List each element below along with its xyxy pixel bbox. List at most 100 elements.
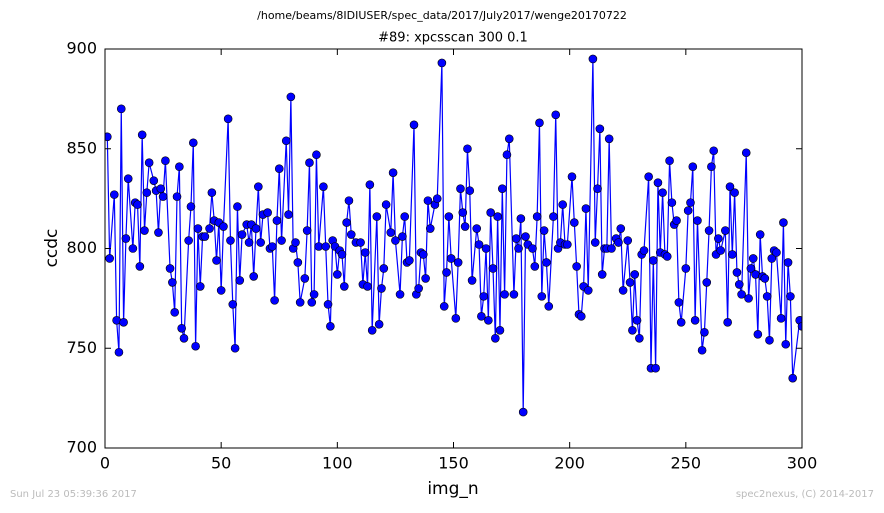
data-point — [693, 216, 702, 225]
data-point — [365, 180, 375, 189]
data-point — [321, 242, 331, 251]
data-point — [233, 202, 242, 211]
data-point — [270, 296, 279, 305]
data-point — [618, 286, 628, 295]
data-point — [219, 222, 228, 231]
data-point — [581, 204, 591, 213]
data-point — [437, 58, 447, 68]
data-point — [360, 248, 370, 257]
data-point — [760, 274, 770, 283]
data-point — [249, 272, 258, 281]
data-point — [432, 194, 442, 203]
data-point — [184, 236, 193, 245]
y-tick-label: 800 — [66, 238, 97, 257]
data-point — [135, 262, 145, 271]
data-point — [514, 244, 523, 253]
data-point — [734, 280, 744, 289]
data-point — [502, 150, 512, 160]
data-point — [544, 302, 554, 311]
data-point — [665, 156, 674, 166]
data-point — [493, 212, 502, 221]
data-point — [137, 130, 147, 140]
data-point — [175, 162, 184, 172]
data-point — [172, 192, 182, 201]
data-point — [142, 188, 152, 197]
y-axis-label: ccdc — [42, 229, 62, 268]
data-point — [300, 274, 310, 283]
data-point — [381, 200, 391, 209]
data-point — [702, 278, 712, 287]
data-point — [302, 226, 312, 235]
data-point — [583, 286, 593, 295]
data-point — [193, 224, 203, 233]
data-point — [779, 218, 788, 227]
data-point — [477, 312, 486, 321]
data-point — [372, 212, 382, 221]
data-point — [730, 188, 739, 197]
data-point — [532, 212, 542, 221]
data-point — [179, 333, 189, 343]
data-point — [254, 182, 263, 191]
data-point — [363, 282, 372, 291]
data-line — [106, 58, 802, 413]
data-point — [421, 274, 430, 283]
data-point — [123, 174, 133, 183]
data-point — [154, 228, 163, 237]
data-point — [116, 104, 126, 114]
data-point — [398, 232, 407, 241]
data-point — [442, 268, 451, 277]
data-point — [723, 318, 732, 327]
data-point — [128, 244, 138, 253]
data-point — [319, 182, 328, 191]
data-point — [291, 238, 300, 247]
data-point — [105, 254, 114, 263]
y-tick-label: 900 — [66, 39, 97, 58]
data-point — [588, 54, 598, 64]
data-point — [237, 230, 247, 239]
data-point — [414, 284, 423, 293]
data-point — [400, 212, 410, 221]
data-point — [186, 202, 196, 211]
data-point — [765, 335, 774, 345]
y-tick-label: 750 — [66, 338, 97, 357]
data-point — [549, 212, 558, 221]
data-point — [274, 164, 284, 173]
data-point — [386, 228, 396, 237]
data-point — [158, 192, 168, 201]
footer-timestamp: Sun Jul 23 05:39:36 2017 — [10, 489, 137, 500]
data-point — [509, 290, 519, 299]
data-point — [391, 236, 400, 245]
data-point — [230, 343, 240, 353]
data-point — [725, 182, 735, 191]
data-point — [251, 224, 261, 233]
data-point — [504, 134, 514, 144]
data-point — [623, 236, 633, 245]
data-point — [628, 325, 637, 335]
data-point — [658, 188, 667, 197]
data-point — [377, 284, 386, 293]
data-point — [486, 208, 495, 217]
data-point — [688, 162, 698, 172]
data-point — [707, 162, 716, 172]
data-point — [714, 234, 723, 243]
data-point — [786, 292, 795, 301]
data-point — [500, 290, 509, 299]
data-point — [481, 244, 491, 253]
data-point — [293, 258, 303, 267]
data-point — [326, 322, 335, 331]
data-point — [755, 230, 765, 239]
data-point — [537, 292, 547, 301]
data-point — [690, 316, 700, 325]
data-point — [644, 172, 653, 181]
data-point — [567, 172, 577, 181]
data-point — [704, 226, 714, 235]
data-point — [195, 282, 205, 291]
x-tick-label: 250 — [671, 454, 702, 473]
data-point — [367, 325, 377, 335]
data-point — [776, 314, 786, 323]
data-point — [309, 290, 319, 299]
data-point — [746, 264, 756, 273]
plot-area: 0 50 100 150 200 250 300 700 750 800 850 900 — [66, 39, 817, 473]
data-point — [495, 325, 505, 335]
